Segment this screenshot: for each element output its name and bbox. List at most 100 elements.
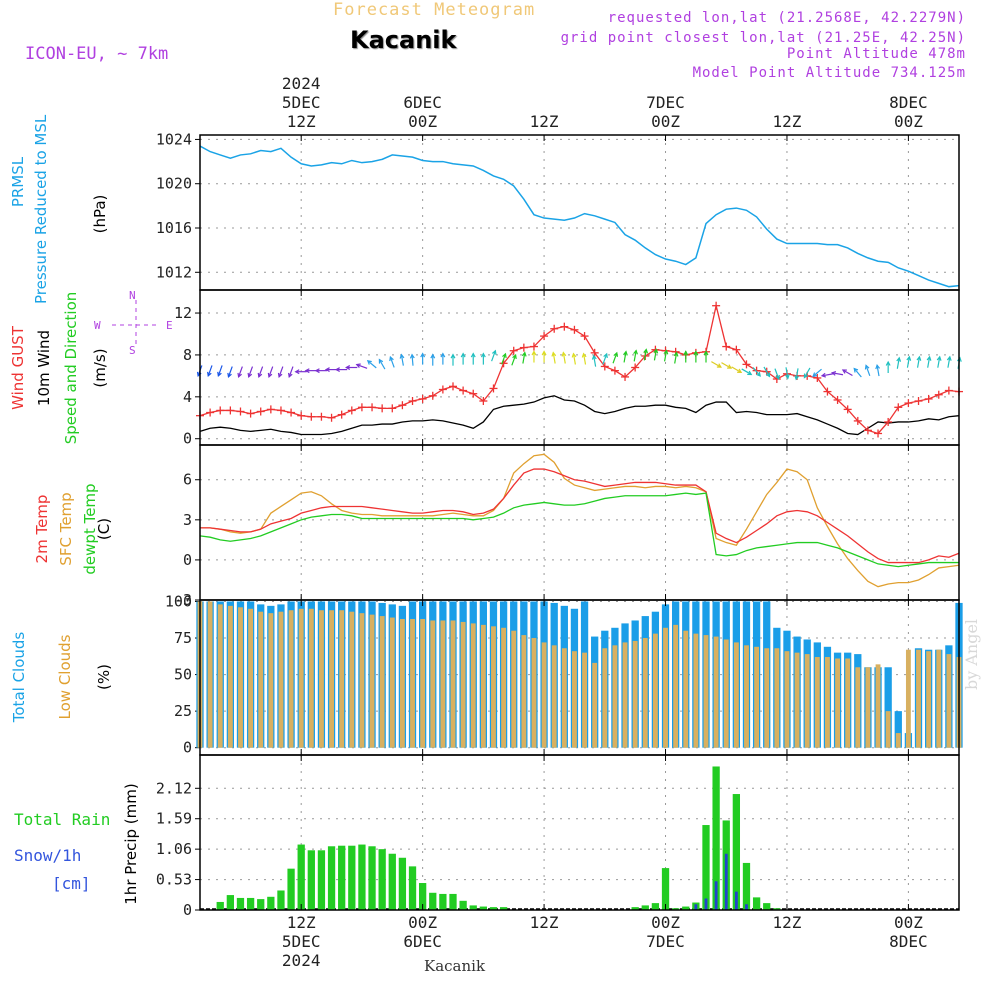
wind-arrow bbox=[288, 366, 294, 378]
wind-arrow-head bbox=[830, 370, 837, 376]
wind-arrow-head bbox=[551, 351, 557, 357]
low-cloud-bar bbox=[430, 620, 436, 748]
y-tick-label: 3 bbox=[183, 511, 192, 529]
wind-arrow bbox=[812, 368, 822, 377]
rain-bar bbox=[449, 893, 457, 910]
rain-bar bbox=[408, 866, 417, 910]
low-cloud-bar bbox=[359, 613, 365, 748]
point-altitude: Point Altitude 478m bbox=[786, 46, 966, 62]
total-clouds-label: Total Clouds bbox=[10, 631, 28, 723]
low-cloud-bar bbox=[713, 636, 719, 748]
rain-bar bbox=[368, 846, 376, 910]
wind-arrow bbox=[633, 350, 637, 362]
low-cloud-bar bbox=[723, 639, 729, 748]
low-cloud-bar bbox=[592, 662, 598, 748]
rain-bar bbox=[348, 845, 356, 910]
low-cloud-bar bbox=[329, 610, 334, 748]
wind-arrow bbox=[411, 354, 414, 366]
wind-arrow bbox=[258, 366, 264, 378]
rain-bar bbox=[418, 883, 427, 910]
wind-arrow-head bbox=[591, 354, 597, 360]
wind-arrow-head bbox=[288, 372, 293, 379]
wind-arrow-head bbox=[683, 350, 689, 356]
total-cloud-bar bbox=[894, 711, 902, 748]
low-cloud-bar bbox=[946, 654, 952, 748]
snow-bar bbox=[724, 853, 728, 910]
temp-2m-label: 2m Temp bbox=[33, 494, 51, 564]
wind-arrow bbox=[227, 366, 233, 378]
clouds-unit: (%) bbox=[95, 664, 113, 690]
low-cloud-bar bbox=[207, 601, 213, 748]
wind-arrow-head bbox=[389, 355, 394, 362]
wind-arrow-head bbox=[430, 353, 436, 359]
snow-label: Snow/1h bbox=[14, 846, 82, 865]
wind-arrow bbox=[853, 368, 862, 378]
wind-arrow-head bbox=[756, 371, 761, 377]
wind-arrow-head bbox=[916, 355, 922, 361]
rain-bar bbox=[297, 844, 305, 910]
wind-arrow bbox=[207, 365, 213, 377]
low-cloud-bar bbox=[460, 621, 466, 748]
compass-n: N bbox=[129, 289, 136, 302]
wind-arrow bbox=[623, 351, 627, 363]
low-cloud-bar bbox=[926, 651, 932, 748]
low-cloud-bar bbox=[227, 605, 233, 748]
wind-arrow-head bbox=[267, 372, 273, 379]
y-tick-label: -3 bbox=[174, 591, 192, 609]
low-cloud-bar bbox=[278, 611, 284, 748]
snow-unit: [cm] bbox=[52, 874, 91, 893]
y-tick-label: 0 bbox=[183, 901, 192, 919]
wind-arrow-head bbox=[399, 353, 405, 359]
low-cloud-bar bbox=[217, 604, 223, 748]
wind-arrow bbox=[937, 356, 941, 368]
rain-bar bbox=[277, 890, 285, 910]
rain-bar bbox=[752, 897, 761, 910]
low-cloud-bar bbox=[541, 642, 547, 748]
low-cloud-bar bbox=[825, 657, 830, 748]
rain-bar bbox=[631, 907, 639, 910]
top-tick-label: 12Z bbox=[772, 112, 802, 131]
wind-10m-label: 10m Wind bbox=[35, 329, 53, 407]
pressure-line bbox=[199, 145, 960, 288]
snow-bar bbox=[704, 898, 708, 910]
wind-arrow bbox=[741, 368, 752, 375]
low-cloud-bar bbox=[673, 624, 679, 748]
wind-arrow bbox=[795, 368, 799, 380]
wind-arrow bbox=[821, 373, 833, 377]
wind-arrow-head bbox=[491, 349, 497, 355]
wind-arrow bbox=[248, 366, 254, 378]
wind-arrow-head bbox=[304, 368, 310, 374]
wind-arrow-head bbox=[450, 353, 456, 359]
wind-arrow bbox=[916, 356, 921, 368]
wind-arrow-head bbox=[875, 363, 881, 370]
wind-arrow bbox=[389, 356, 395, 368]
wind-arrow bbox=[731, 366, 742, 373]
y-tick-label: 75 bbox=[174, 629, 192, 647]
wind-arrow-head bbox=[440, 352, 446, 358]
top-tick-label: 8DEC 00Z bbox=[889, 93, 928, 131]
wind-arrow bbox=[562, 352, 566, 364]
wind-arrow bbox=[612, 352, 618, 364]
low-clouds-label: Low Clouds bbox=[56, 634, 74, 720]
rain-bar bbox=[267, 896, 275, 910]
low-cloud-bar bbox=[480, 624, 486, 748]
wind-arrow-head bbox=[885, 360, 891, 366]
wind-arrow-head bbox=[784, 374, 790, 380]
rain-bar bbox=[702, 825, 710, 910]
snow-bar bbox=[734, 891, 738, 910]
rain-bar bbox=[378, 849, 386, 910]
low-cloud-bar bbox=[663, 627, 668, 748]
rain-bar bbox=[773, 908, 781, 910]
low-cloud-bar bbox=[642, 638, 648, 748]
wind-arrow-head bbox=[926, 355, 932, 361]
grid-point-coordinates: grid point closest lon,lat (21.25E, 42.2… bbox=[560, 30, 966, 46]
wind-arrow-head bbox=[794, 375, 800, 381]
y-tick-label: 4 bbox=[183, 388, 192, 406]
compass-w: W bbox=[94, 319, 101, 332]
low-cloud-bar bbox=[804, 654, 810, 748]
wind-arrow bbox=[268, 366, 274, 378]
wind-arrow-head bbox=[803, 373, 809, 379]
wind-arrow bbox=[721, 362, 732, 369]
rain-bar bbox=[216, 901, 224, 910]
pressure-label-description: Pressure Reduced to MSL bbox=[32, 114, 50, 304]
